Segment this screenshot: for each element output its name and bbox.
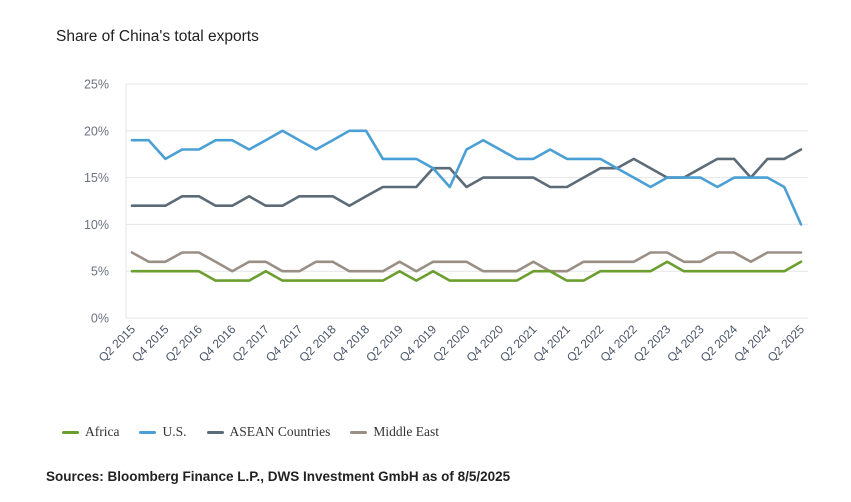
legend-item-africa: Africa	[62, 424, 119, 440]
legend-swatch-africa	[62, 430, 79, 434]
legend-item-middle-east: Middle East	[350, 424, 439, 440]
series-line-asean-countries	[130, 148, 803, 207]
legend-swatch-asean	[206, 430, 224, 434]
legend-item-us: U.S.	[139, 424, 187, 440]
y-tick-label: 25%	[84, 78, 109, 92]
legend: Africa U.S. ASEAN Countries Middle East	[62, 424, 459, 440]
y-tick-label: 20%	[84, 124, 109, 138]
y-tick-label: 5%	[91, 265, 109, 279]
legend-label-africa: Africa	[85, 424, 120, 439]
series-lines	[130, 129, 803, 282]
legend-swatch-us	[139, 430, 157, 434]
series-line-middle-east	[130, 251, 803, 273]
y-axis-ticks: 0% 5% 10% 15% 20% 25%	[84, 78, 109, 326]
source-note: Sources: Bloomberg Finance L.P., DWS Inv…	[46, 469, 511, 484]
legend-label-us: U.S.	[162, 424, 187, 439]
legend-label-asean: ASEAN Countries	[229, 424, 331, 439]
chart-title: Share of China's total exports	[56, 28, 259, 45]
series-line-africa	[130, 260, 803, 282]
legend-item-asean: ASEAN Countries	[206, 424, 331, 440]
legend-swatch-middle-east	[350, 430, 368, 434]
x-tick-label: Q2 2025	[765, 322, 808, 365]
gridlines	[125, 83, 808, 319]
y-tick-label: 15%	[84, 171, 109, 185]
y-tick-label: 10%	[84, 218, 109, 232]
y-tick-label: 0%	[91, 312, 109, 326]
legend-label-middle-east: Middle East	[373, 424, 439, 439]
series-line-u-s	[130, 129, 803, 226]
